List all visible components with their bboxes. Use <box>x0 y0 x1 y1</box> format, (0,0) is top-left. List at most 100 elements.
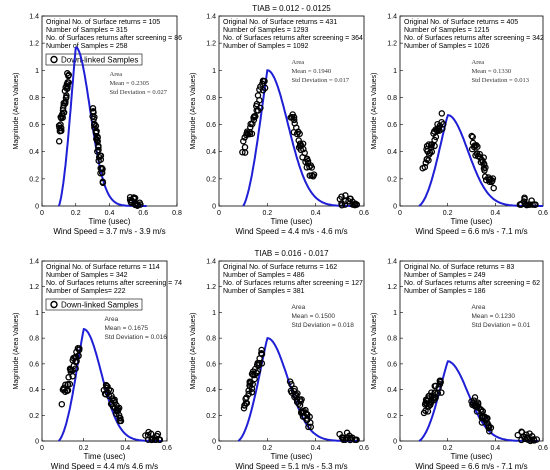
y-tick-label: 0.2 <box>387 176 397 183</box>
sample-marker <box>353 436 360 443</box>
stat-line: Std Deviation = 0.01 <box>472 322 531 329</box>
sample-marker <box>156 436 163 443</box>
y-tick-label: 1.2 <box>29 284 39 291</box>
x-axis-label: Time (usec) <box>451 452 493 461</box>
x-tick-label: 0 <box>398 445 402 452</box>
sample-marker <box>425 157 432 164</box>
info-line: Original No. of Surface returns = 405 <box>404 19 518 26</box>
sample-marker <box>93 136 101 144</box>
y-tick-label: 0.6 <box>206 361 216 368</box>
plot-area <box>218 260 365 442</box>
x-tick-label: 0.2 <box>79 445 89 452</box>
sample-marker <box>342 192 349 199</box>
sample-marker <box>97 156 105 163</box>
y-tick-label: 0.4 <box>206 149 216 156</box>
y-tick-label: 1.4 <box>29 259 39 266</box>
sample-marker <box>94 133 101 141</box>
x-tick-label: 0 <box>217 445 221 452</box>
sample-marker <box>57 124 65 132</box>
x-axis-label: Time (usec) <box>84 452 126 461</box>
sample-marker <box>421 163 429 171</box>
sample-marker <box>248 130 256 137</box>
sample-marker <box>240 137 247 145</box>
x-tick-label: 0.6 <box>162 445 172 452</box>
y-tick-label: 0 <box>35 204 39 211</box>
sample-marker <box>485 423 493 431</box>
stat-line: Area <box>472 59 485 66</box>
panel-title: TIAB = 0.012 - 0.0125 <box>252 4 331 13</box>
sample-marker <box>63 92 70 99</box>
x-tick-label: 0.6 <box>359 210 369 217</box>
sample-marker <box>245 390 252 398</box>
sample-marker <box>296 402 304 409</box>
sample-marker <box>116 414 123 422</box>
info-line: Number of Samples = 1092 <box>223 43 309 50</box>
x-tick-label: 0.4 <box>311 210 321 217</box>
sample-marker <box>428 148 436 156</box>
stat-line: Area <box>292 304 306 311</box>
y-tick-label: 1 <box>393 68 397 75</box>
sample-marker <box>296 130 303 138</box>
sample-marker <box>91 113 98 121</box>
y-tick-label: 1.4 <box>29 14 39 21</box>
sample-marker <box>489 175 497 182</box>
x-tick-label: 0 <box>40 210 44 217</box>
info-line: No. of Surfaces returns after screening … <box>46 35 182 42</box>
sample-marker <box>64 85 71 92</box>
y-tick-label: 0.8 <box>387 336 397 343</box>
sample-marker <box>301 149 308 157</box>
stat-line: Mean = 0.1330 <box>472 68 512 75</box>
y-axis-label: Magnitude (Area Values) <box>190 73 197 150</box>
info-line: Original No. of Surface returns = 105 <box>46 19 160 26</box>
x-axis-label: Time (usec) <box>271 217 313 226</box>
info-line: No. of Surfaces returns after screening … <box>404 35 544 42</box>
sample-marker <box>533 436 541 443</box>
plot-area <box>218 15 365 207</box>
sample-marker <box>75 352 82 360</box>
y-tick-label: 1.2 <box>387 284 397 291</box>
sample-marker <box>476 150 483 158</box>
sample-marker <box>431 142 438 150</box>
y-tick-label: 0.6 <box>29 361 39 368</box>
sample-marker <box>532 201 539 208</box>
wind-speed-label: Wind Speed = 5.1 m/s - 5.3 m/s <box>235 462 347 470</box>
sample-marker <box>300 145 307 153</box>
sample-marker <box>66 380 74 388</box>
sample-marker <box>306 413 313 421</box>
y-tick-label: 1.2 <box>206 41 216 48</box>
y-tick-label: 1.4 <box>387 14 397 21</box>
y-tick-label: 0 <box>393 204 397 211</box>
stat-line: Std Deviation = 0.013 <box>472 77 529 84</box>
y-tick-label: 0.6 <box>206 122 216 129</box>
sample-marker <box>98 169 106 177</box>
y-axis-label: Magnitude (Area Values) <box>13 73 20 150</box>
x-tick-label: 0 <box>40 445 44 452</box>
sample-marker <box>308 164 316 171</box>
x-axis-label: Time (usec) <box>451 217 493 226</box>
info-line: Number of Samples = 1215 <box>404 27 490 34</box>
y-tick-label: 0.8 <box>206 95 216 102</box>
stat-line: Area <box>292 59 305 66</box>
sample-marker <box>261 77 268 85</box>
y-tick-label: 0.2 <box>387 413 397 420</box>
info-line: No. of Surfaces returns after screening … <box>46 280 182 287</box>
sample-marker <box>256 86 263 93</box>
y-tick-label: 0 <box>212 204 216 211</box>
sample-marker <box>131 194 139 202</box>
sample-marker <box>261 84 269 92</box>
y-tick-label: 0.4 <box>29 387 39 394</box>
sample-marker <box>258 346 265 354</box>
sample-marker <box>341 201 349 208</box>
legend-marker <box>50 300 58 309</box>
stat-line: Mean = 0.1940 <box>292 68 332 75</box>
sample-marker <box>58 127 65 135</box>
y-tick-label: 0.8 <box>29 95 39 102</box>
sample-marker <box>290 116 298 124</box>
sample-marker <box>95 143 102 151</box>
plot-area <box>399 15 544 207</box>
info-line: Number of Samples = 249 <box>404 272 486 279</box>
sample-marker <box>305 423 312 431</box>
sample-marker <box>254 367 262 375</box>
y-tick-label: 1.2 <box>206 284 216 291</box>
sample-marker <box>115 411 123 419</box>
